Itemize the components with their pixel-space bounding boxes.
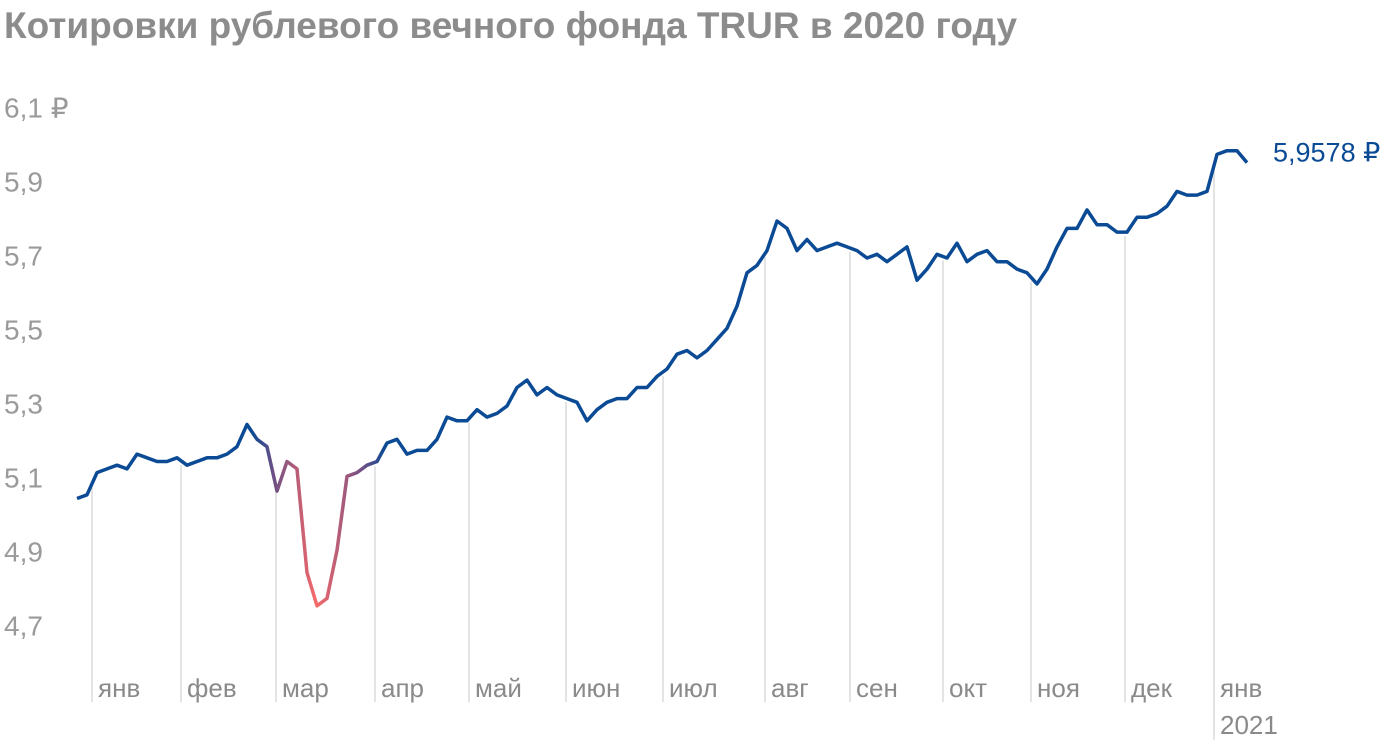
y-tick-label: 4,9 — [4, 536, 43, 567]
x-tick-label: июн — [572, 673, 620, 703]
x-tick-label: окт — [949, 673, 987, 703]
y-tick-label: 5,5 — [4, 314, 43, 345]
y-tick-label: 5,9 — [4, 166, 43, 197]
x-tick-label: июл — [669, 673, 718, 703]
x-tick-label: янв — [1220, 673, 1262, 703]
x-tick-label: дек — [1131, 673, 1173, 703]
chart-title: Котировки рублевого вечного фонда TRUR в… — [4, 5, 1017, 46]
x-tick-label: ноя — [1037, 673, 1080, 703]
x-tick-label: апр — [381, 673, 424, 703]
price-line — [76, 148, 1249, 608]
x-tick-label: янв — [98, 673, 140, 703]
x-tick-label: сен — [856, 673, 898, 703]
x-tick-label: май — [475, 673, 522, 703]
last-value-label: 5,9578 ₽ — [1273, 138, 1380, 168]
y-tick-label: 5,3 — [4, 388, 43, 419]
y-tick-label: 6,1 ₽ — [4, 92, 69, 123]
x-tick-label: мар — [282, 673, 329, 703]
y-tick-label: 5,1 — [4, 462, 43, 493]
y-tick-label: 5,7 — [4, 240, 43, 271]
x-tick-label: авг — [771, 673, 809, 703]
year-label: 2021 — [1220, 710, 1278, 740]
y-tick-label: 4,7 — [4, 610, 43, 641]
x-tick-label: фев — [187, 673, 237, 703]
